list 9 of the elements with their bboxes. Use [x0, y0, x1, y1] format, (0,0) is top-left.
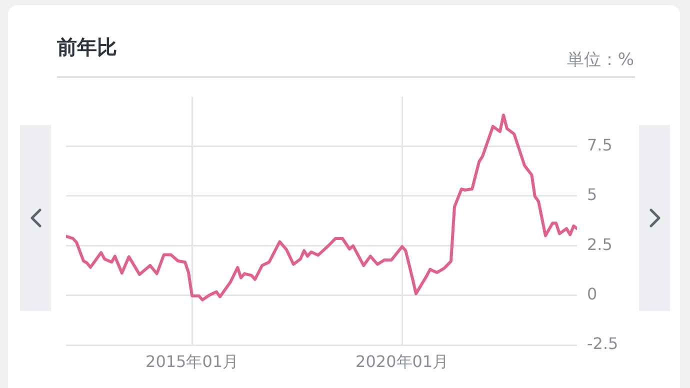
y-tick-label: 0 [587, 284, 598, 304]
y-tick-label: 5 [587, 185, 598, 204]
y-tick-label: 7.5 [587, 135, 612, 154]
x-tick-label: 2020年01月 [356, 352, 449, 371]
chart-title: 前年比 [57, 34, 117, 61]
y-tick-label: -2.5 [587, 334, 618, 354]
y-tick-label: 2.5 [587, 234, 612, 254]
x-tick-label: 2015年01月 [146, 352, 239, 371]
y-axis-title: 単位：% [566, 49, 634, 71]
